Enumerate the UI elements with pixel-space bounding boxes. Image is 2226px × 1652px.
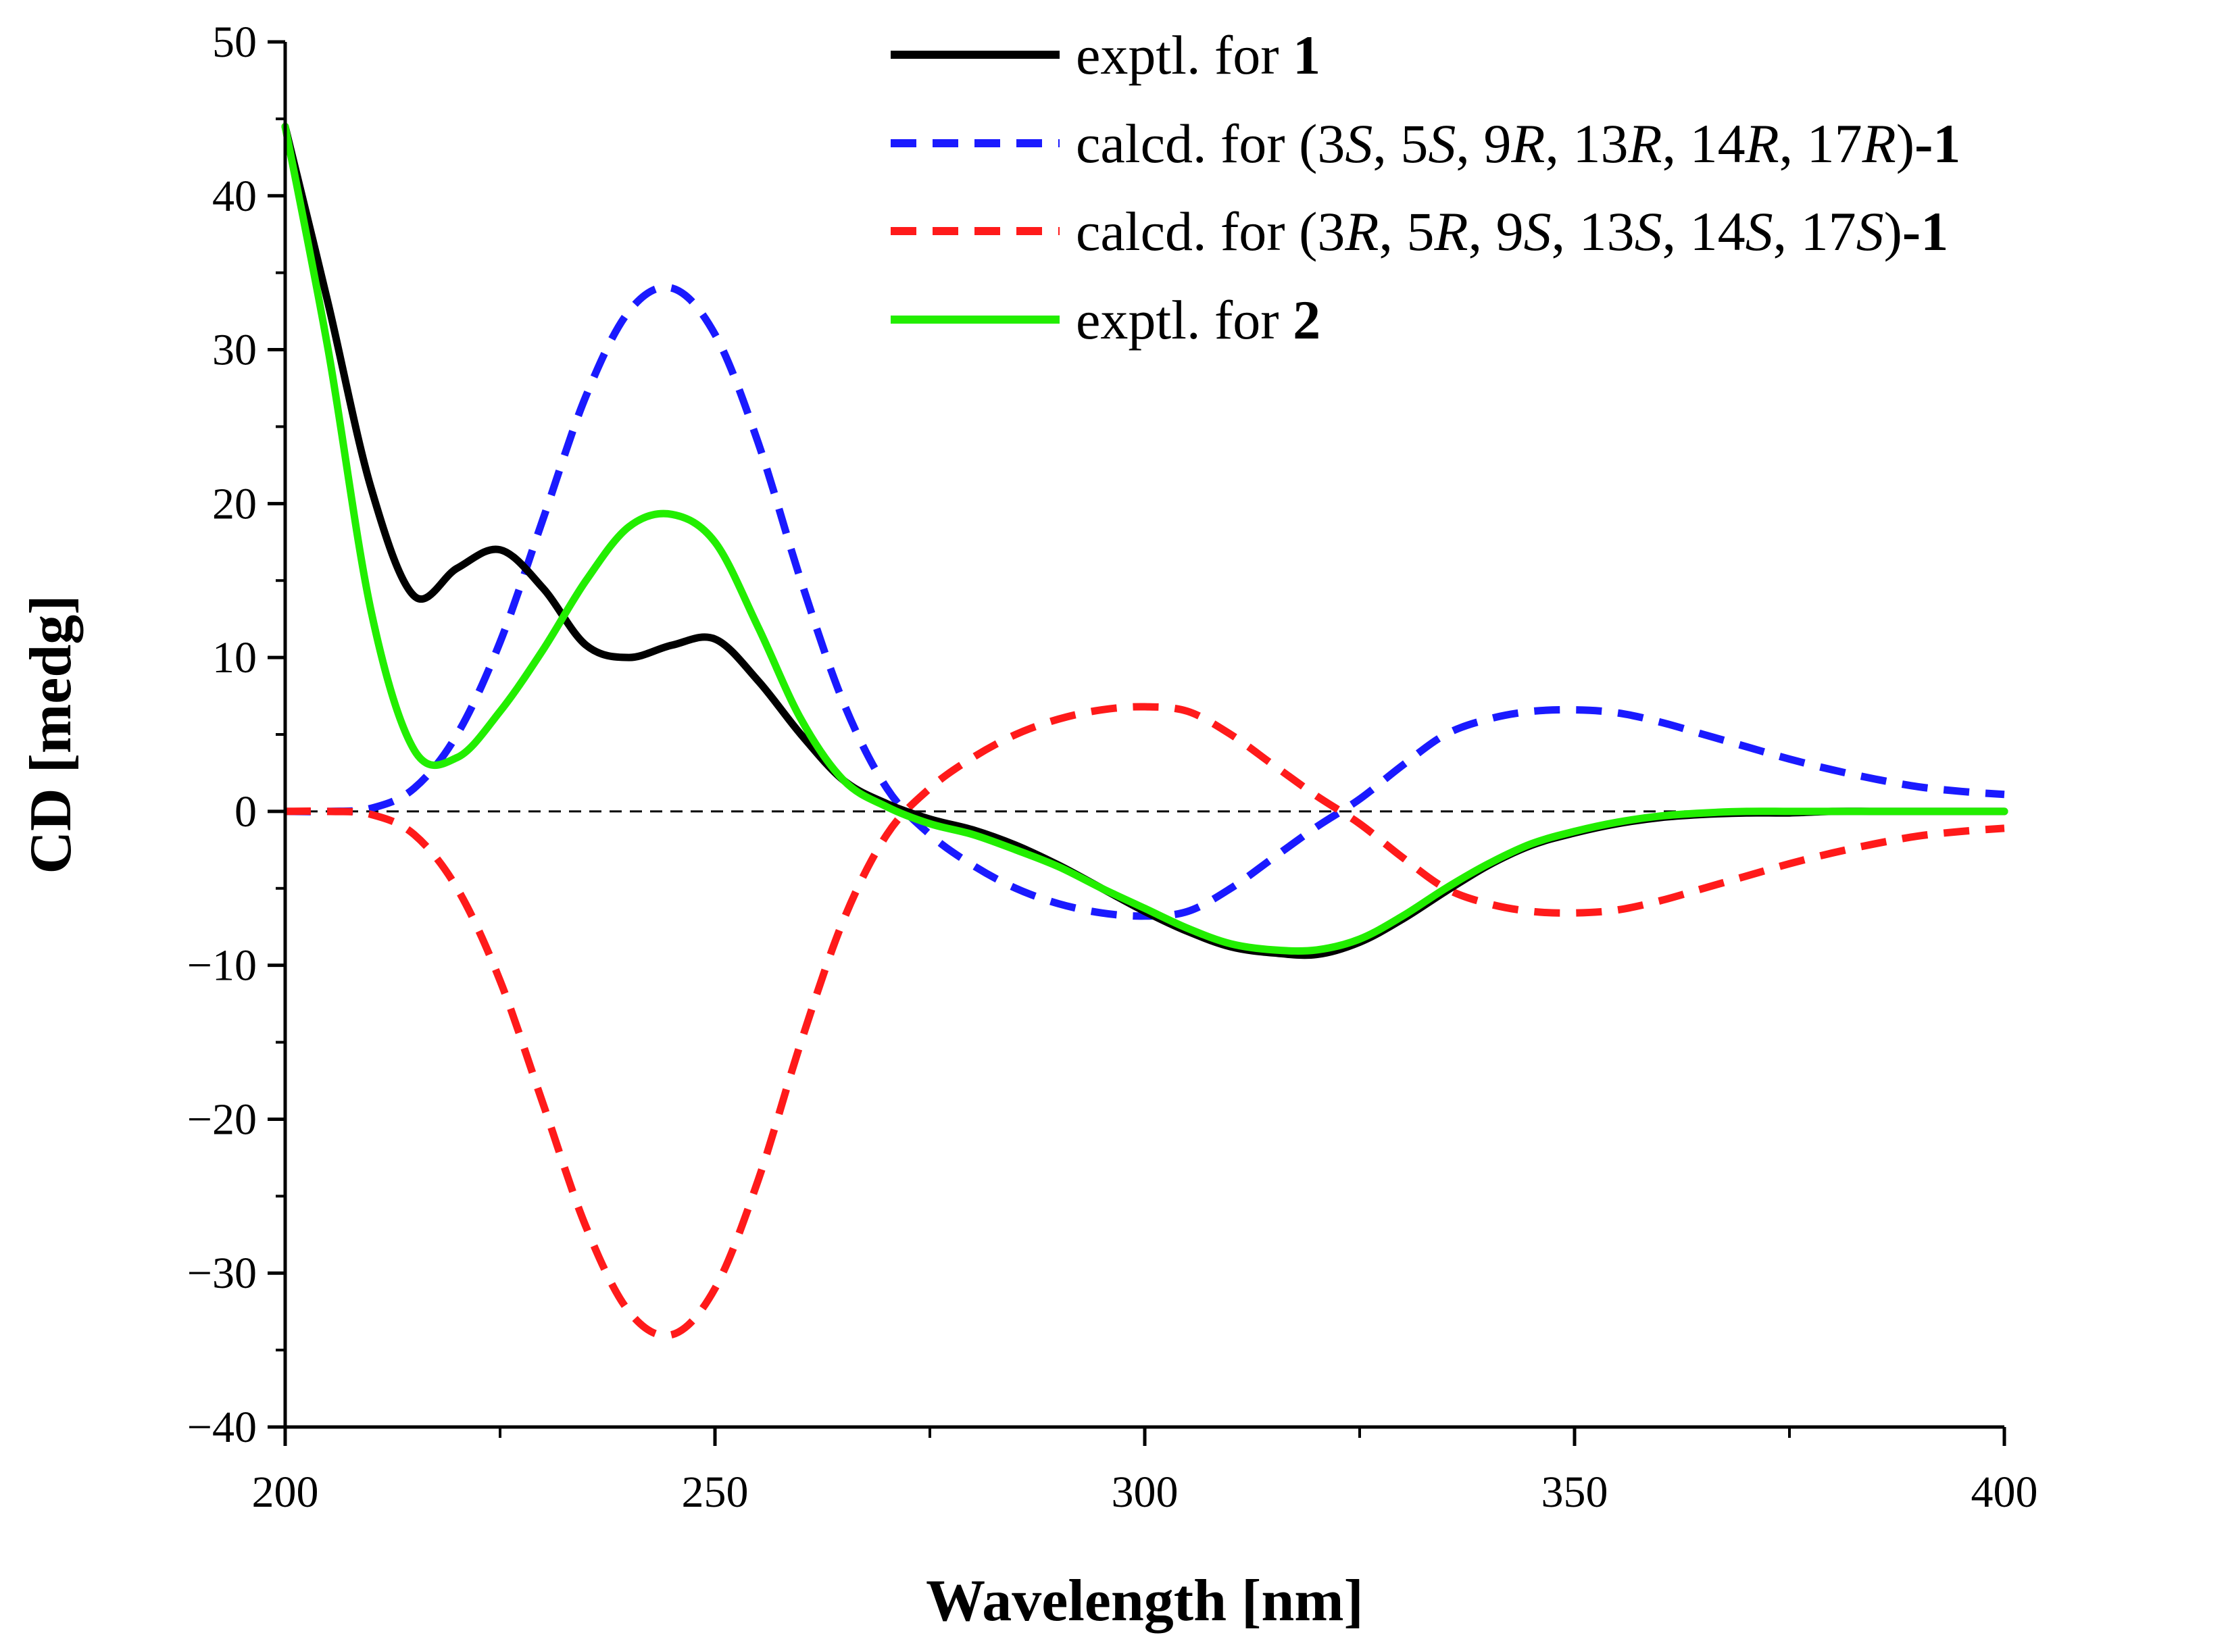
x-tick-label: 300 [1112,1468,1179,1517]
series-line-3 [285,703,2005,1340]
x-tick-label: 250 [682,1468,749,1517]
y-tick-label: −10 [187,941,257,991]
y-tick-label: 30 [212,326,257,375]
y-tick-label: 0 [234,787,257,836]
x-tick-label: 400 [1971,1468,2038,1517]
legend-label-4: exptl. for 2 [1076,289,1320,351]
legend-label-3: calcd. for (3R, 5R, 9S, 13S, 14S, 17S)-1 [1076,201,1948,262]
legend-label-1: exptl. for 1 [1076,24,1320,86]
y-tick-label: −30 [187,1249,257,1298]
labels-layer: Wavelength [nm] CD [medg] [18,595,1364,1634]
y-axis-title: CD [medg] [18,595,84,874]
y-tick-label: 10 [212,633,257,682]
ticks-layer: −40 −30 −20 −10 0 10 20 30 40 50 200 250 300 350 400 [187,18,2038,1517]
x-tick-label: 200 [252,1468,319,1517]
y-tick-label: −20 [187,1095,257,1144]
y-tick-label: 40 [212,172,257,221]
y-tick-label: −40 [187,1403,257,1452]
series-line-2 [285,283,2005,920]
legend: exptl. for 1 calcd. for (3S, 5S, 9R, 13R,… [891,24,1960,351]
x-axis-title: Wavelength [nm] [926,1568,1364,1634]
y-tick-label: 50 [212,18,257,67]
series-line-4 [281,122,2008,955]
series-layer [281,122,2008,1340]
x-tick-label: 350 [1541,1468,1608,1517]
legend-label-2: calcd. for (3S, 5S, 9R, 13R, 14R, 17R)-1 [1076,113,1960,174]
y-tick-label: 20 [212,479,257,528]
